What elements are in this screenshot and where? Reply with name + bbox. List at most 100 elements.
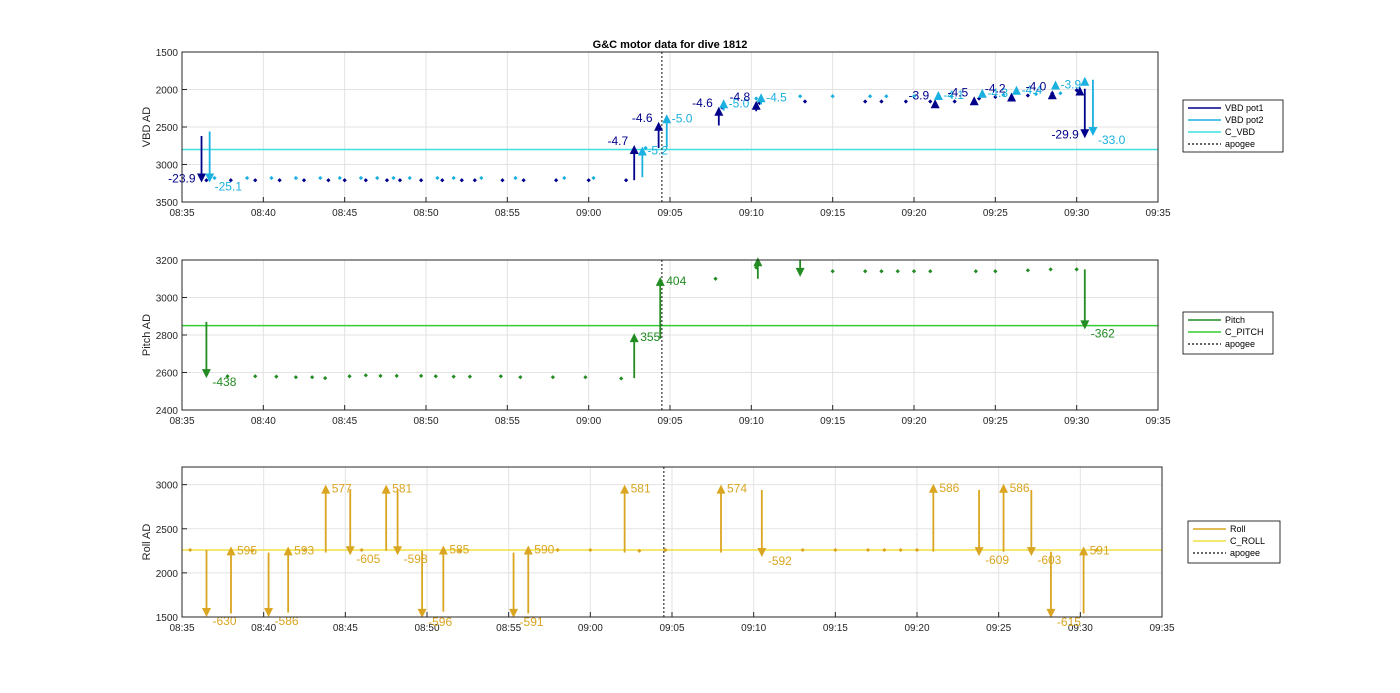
vbd-event-label: -5.0 (672, 111, 693, 125)
vbd-event-label: -4.3 (987, 86, 1008, 100)
roll-event-label: 590 (534, 543, 554, 557)
roll-event-label: -630 (213, 614, 237, 628)
vbd-y-tick-label: 2000 (156, 86, 179, 97)
pitch-x-tick-label: 09:35 (1145, 416, 1170, 427)
pitch-event-arrow-head (655, 276, 665, 286)
pitch-data-point (274, 374, 279, 379)
roll-event-label: 577 (332, 482, 352, 496)
vbd-event-label: -33.0 (1098, 133, 1126, 147)
pitch-data-point (1048, 267, 1053, 272)
vbd-event-arrow-head (1080, 76, 1090, 86)
pitch-legend-label: Pitch (1225, 315, 1245, 325)
pitch-x-tick-label: 09:10 (739, 416, 764, 427)
roll-event-arrow-head (283, 546, 293, 556)
pitch-data-point (911, 269, 917, 274)
vbd-event-arrow-head (714, 106, 724, 116)
roll-data-point (663, 547, 668, 553)
roll-data-point (555, 547, 560, 553)
vbd-event-arrow-head (1075, 86, 1085, 96)
pitch-data-point (394, 373, 399, 378)
vbd-x-tick-label: 09:30 (1064, 208, 1089, 219)
roll-x-tick-label: 08:45 (333, 623, 358, 634)
pitch-data-point (418, 373, 424, 378)
roll-event-label: -596 (428, 615, 452, 629)
vbd-x-tick-label: 09:20 (901, 208, 926, 219)
vbd-data-point (562, 175, 567, 181)
pitch-data-point (550, 375, 556, 380)
pitch-x-tick-label: 09:20 (901, 416, 926, 427)
vbd-event-arrow-head (1051, 80, 1061, 90)
pitch-x-tick-label: 09:25 (983, 416, 1008, 427)
roll-x-tick-label: 09:20 (904, 623, 929, 634)
roll-x-tick-label: 09:25 (986, 623, 1011, 634)
vbd-event-arrow-head (1007, 92, 1017, 102)
vbd-event-label: -4.5 (947, 85, 968, 99)
vbd-event-arrow-head (1011, 85, 1021, 95)
vbd-event-arrow-head (977, 88, 987, 98)
figure-title: G&C motor data for dive 1812 (593, 39, 748, 51)
vbd-data-point (326, 178, 331, 183)
pitch-data-point (619, 376, 624, 381)
pitch-x-tick-label: 09:05 (657, 416, 682, 427)
vbd-data-point (591, 175, 596, 181)
vbd-event-arrow-head (933, 91, 943, 100)
vbd-event-arrow-head (205, 173, 215, 183)
vbd-x-tick-label: 09:05 (657, 208, 682, 219)
roll-event-arrow-head (928, 483, 938, 493)
vbd-x-tick-label: 09:00 (576, 208, 601, 219)
pitch-data-point (583, 375, 588, 380)
vbd-data-point (375, 175, 380, 181)
roll-data-point (188, 547, 193, 553)
pitch-data-point (518, 375, 523, 380)
vbd-data-point (479, 175, 484, 181)
vbd-x-tick-label: 09:35 (1145, 208, 1170, 219)
roll-event-label: 574 (727, 482, 747, 496)
vbd-event-label: -4.7 (608, 134, 629, 148)
vbd-data-point (253, 178, 258, 183)
vbd-data-point (521, 178, 526, 183)
vbd-event-arrow-head (662, 114, 672, 124)
vbd-data-point (269, 175, 274, 181)
pitch-legend-label: apogee (1225, 339, 1255, 349)
roll-event-arrow-head (226, 546, 236, 556)
pitch-y-tick-label: 2800 (156, 331, 179, 342)
roll-event-label: 586 (1010, 481, 1030, 495)
vbd-x-tick-label: 08:35 (169, 208, 194, 219)
vbd-event-arrow-head (719, 99, 729, 109)
vbd-y-tick-label: 2500 (156, 123, 179, 134)
roll-legend-label: C_ROLL (1230, 536, 1265, 546)
pitch-y-tick-label: 3200 (156, 256, 179, 267)
vbd-event-arrow-head (197, 173, 207, 183)
roll-legend (1187, 520, 1281, 564)
pitch-data-point (225, 374, 230, 379)
pitch-data-point (863, 269, 868, 274)
pitch-x-tick-label: 09:00 (576, 416, 601, 427)
vbd-event-label: -4.6 (632, 111, 653, 125)
roll-data-point (457, 548, 462, 553)
vbd-data-point (407, 175, 412, 181)
vbd-y-tick-label: 3500 (156, 198, 179, 209)
vbd-event-label: -4.5 (766, 90, 787, 104)
roll-event-arrow-head (321, 484, 331, 494)
vbd-event-label: -4.0 (1026, 79, 1047, 93)
vbd-data-point (363, 178, 368, 183)
vbd-data-point (623, 178, 629, 183)
roll-event-arrow-head (1026, 547, 1036, 557)
roll-x-tick-label: 08:55 (496, 623, 521, 634)
pitch-event-arrow-head (629, 333, 639, 343)
vbd-x-tick-label: 09:15 (820, 208, 845, 219)
vbd-data-point (391, 175, 396, 181)
vbd-data-point (228, 178, 233, 183)
vbd-data-point (337, 175, 342, 181)
roll-event-label: -592 (768, 554, 792, 568)
vbd-y-axis-label: VBD AD (141, 107, 153, 147)
roll-event-arrow-head (264, 608, 274, 617)
roll-data-point (359, 547, 364, 553)
roll-data-point (637, 548, 642, 553)
roll-event-arrow-head (1079, 546, 1089, 556)
roll-event-label: -609 (985, 553, 1009, 567)
roll-event-arrow-head (393, 546, 403, 556)
vbd-data-point (277, 178, 282, 183)
roll-event-label: -615 (1057, 615, 1081, 629)
pitch-data-point (253, 374, 258, 379)
